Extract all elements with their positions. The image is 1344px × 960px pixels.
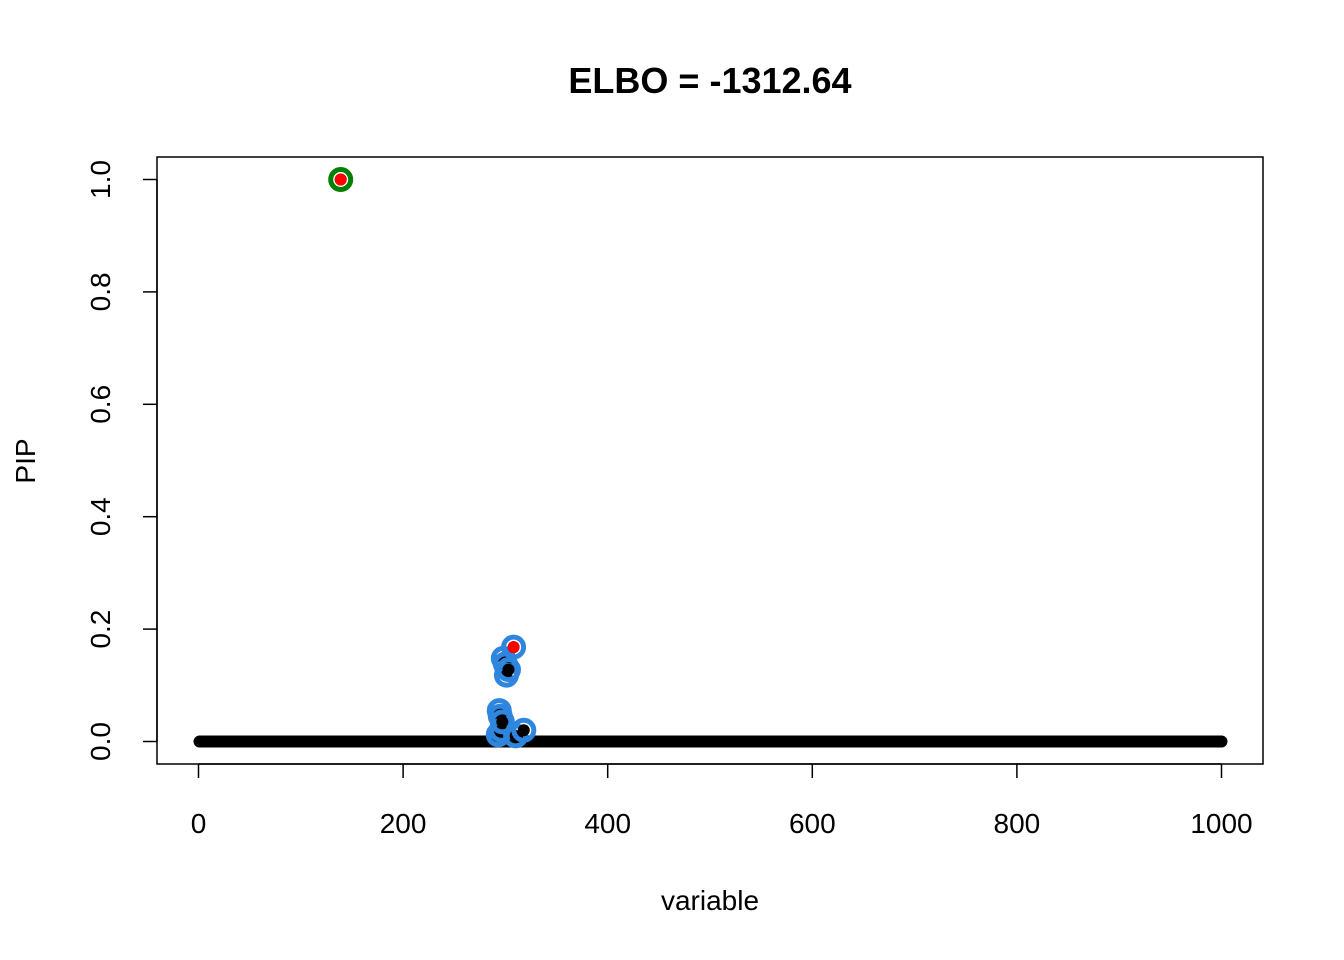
chart-title: ELBO = -1312.64	[568, 60, 851, 101]
y-tick-label: 0.8	[85, 272, 116, 311]
y-axis: 0.0 0.2 0.4 0.6 0.8 1.0	[85, 160, 158, 761]
x-tick-label: 800	[994, 808, 1041, 839]
y-axis-label: PIP	[10, 438, 41, 483]
highlighted-point	[507, 641, 520, 654]
data-points	[193, 167, 1228, 749]
cs2-point	[501, 634, 527, 660]
x-tick-label: 600	[789, 808, 836, 839]
cs2-point	[511, 717, 537, 743]
x-tick-label: 0	[191, 808, 207, 839]
y-tick-label: 0.4	[85, 497, 116, 536]
cs-point-center	[502, 663, 515, 676]
x-axis-label: variable	[661, 885, 759, 916]
plot-frame	[156, 156, 1264, 765]
y-tick-label: 0.2	[85, 610, 116, 649]
y-tick-label: 0.6	[85, 385, 116, 424]
x-tick-label: 200	[380, 808, 427, 839]
highlighted-point	[334, 173, 347, 186]
y-tick-label: 1.0	[85, 160, 116, 199]
x-tick-label: 400	[584, 808, 631, 839]
baseline-point	[1215, 735, 1228, 748]
cs1-point	[328, 167, 354, 192]
x-axis: 0 200 400 600 800 1000	[191, 763, 1253, 839]
cs2-point	[489, 709, 515, 735]
cs2-point	[495, 657, 521, 683]
cs-point-center	[496, 715, 509, 728]
cs-point-center	[517, 724, 530, 737]
y-tick-label: 0.0	[85, 722, 116, 761]
x-tick-label: 1000	[1190, 808, 1252, 839]
